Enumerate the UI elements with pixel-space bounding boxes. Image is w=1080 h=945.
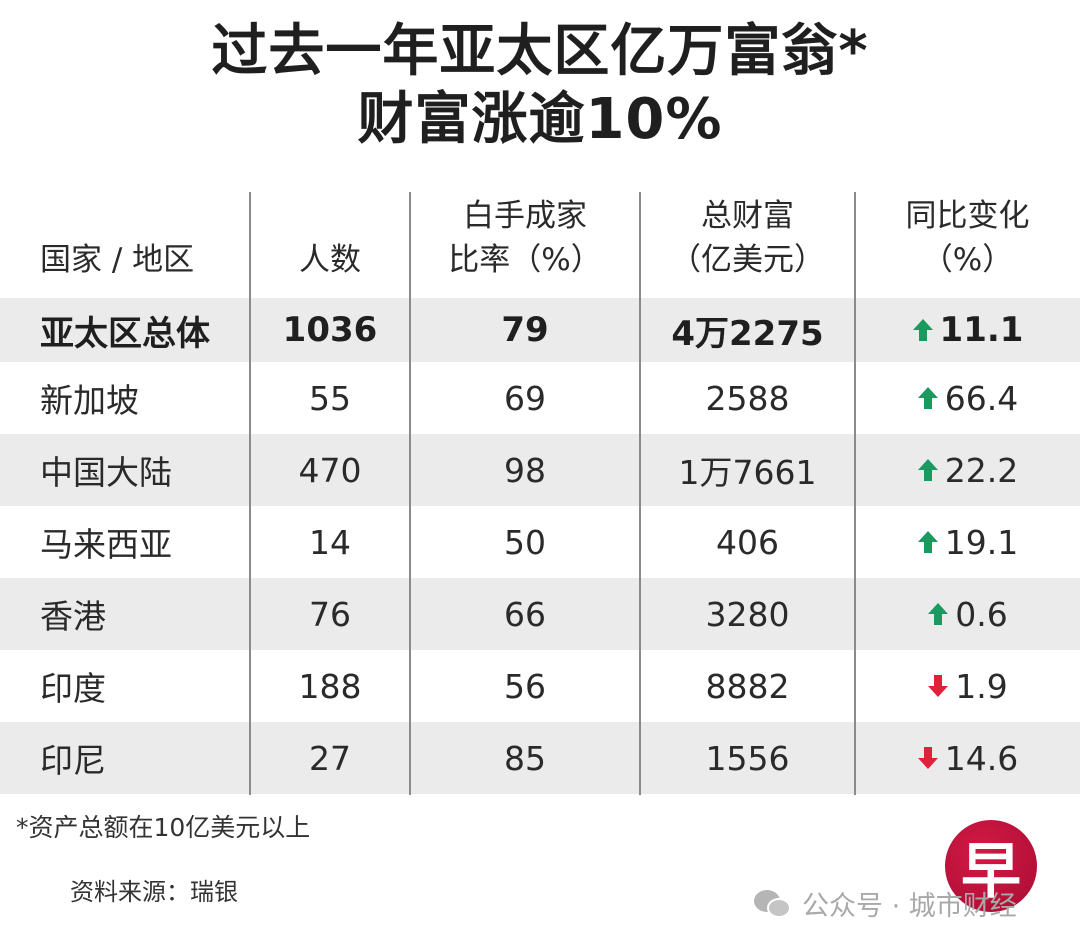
cell-region: 香港 — [40, 597, 106, 636]
cell-count: 470 — [298, 450, 362, 490]
arrow-up-icon — [912, 317, 934, 343]
cell-region: 新加坡 — [40, 381, 139, 420]
footnote: *资产总额在10亿美元以上 — [16, 813, 311, 842]
cell-region: 印度 — [40, 669, 106, 708]
cell-self-made: 98 — [504, 450, 546, 490]
arrow-up-icon — [917, 457, 939, 483]
title-line-2: 财富涨逾10% — [357, 87, 723, 152]
wechat-icon — [752, 888, 792, 920]
cell-count: 55 — [309, 378, 351, 418]
cell-region: 马来西亚 — [40, 525, 172, 564]
arrow-up-icon — [927, 601, 949, 627]
cell-count: 14 — [309, 522, 351, 562]
header-wealth: 总财富 （亿美元） — [670, 198, 825, 278]
cell-wealth: 4万2275 — [671, 313, 824, 354]
cell-count: 27 — [309, 738, 351, 778]
cell-region: 亚太区总体 — [40, 313, 210, 354]
cell-wealth: 3280 — [705, 594, 790, 634]
billionaire-table: 国家 / 地区 人数 白手成家 比率（%） 总财富 （亿美元） 同比变化 （%）… — [0, 192, 1080, 794]
column-divider — [409, 192, 411, 795]
chart-title: 过去一年亚太区亿万富翁* 财富涨逾10% — [0, 18, 1080, 154]
header-region: 国家 / 地区 — [40, 242, 195, 278]
cell-self-made: 85 — [504, 738, 546, 778]
arrow-down-icon — [917, 745, 939, 771]
cell-count: 76 — [309, 594, 351, 634]
cell-change: 11.1 — [855, 298, 1080, 362]
cell-self-made: 79 — [501, 310, 549, 350]
cell-change: 66.4 — [855, 362, 1080, 434]
table-row: 印度 188 56 8882 1.9 — [0, 650, 1080, 722]
table-row: 香港 76 66 3280 0.6 — [0, 578, 1080, 650]
cell-change: 22.2 — [855, 434, 1080, 506]
watermark: 公众号 · 城市财经 — [752, 884, 1017, 923]
watermark-text: 公众号 · 城市财经 — [802, 891, 1017, 922]
arrow-up-icon — [917, 529, 939, 555]
cell-self-made: 50 — [504, 522, 546, 562]
column-divider — [249, 192, 251, 795]
cell-region: 印尼 — [40, 741, 106, 780]
cell-wealth: 1556 — [705, 738, 790, 778]
source-note: 资料来源：瑞银 — [70, 878, 238, 906]
cell-self-made: 56 — [504, 666, 546, 706]
cell-change: 14.6 — [855, 722, 1080, 794]
cell-region: 中国大陆 — [40, 453, 172, 492]
header-self-made: 白手成家 比率（%） — [448, 198, 602, 278]
cell-change: 19.1 — [855, 506, 1080, 578]
header-count: 人数 — [299, 242, 361, 278]
column-divider — [639, 192, 641, 795]
table-row: 中国大陆 470 98 1万7661 22.2 — [0, 434, 1080, 506]
cell-count: 188 — [298, 666, 362, 706]
cell-wealth: 8882 — [705, 666, 790, 706]
cell-wealth: 1万7661 — [678, 453, 817, 492]
cell-self-made: 66 — [504, 594, 546, 634]
cell-count: 1036 — [282, 310, 378, 350]
cell-wealth: 406 — [716, 522, 779, 562]
table-row: 马来西亚 14 50 406 19.1 — [0, 506, 1080, 578]
table-row: 新加坡 55 69 2588 66.4 — [0, 362, 1080, 434]
table-header: 国家 / 地区 人数 白手成家 比率（%） 总财富 （亿美元） 同比变化 （%） — [0, 192, 1080, 298]
title-line-1: 过去一年亚太区亿万富翁* — [211, 19, 869, 84]
cell-change: 1.9 — [855, 650, 1080, 722]
zaobao-logo: 早 — [945, 820, 1037, 912]
cell-self-made: 69 — [504, 378, 546, 418]
table-row-total: 亚太区总体 1036 79 4万2275 11.1 — [0, 298, 1080, 362]
arrow-up-icon — [917, 385, 939, 411]
arrow-down-icon — [927, 673, 949, 699]
header-change: 同比变化 （%） — [905, 198, 1030, 278]
cell-wealth: 2588 — [705, 378, 790, 418]
table-row: 印尼 27 85 1556 14.6 — [0, 722, 1080, 794]
column-divider — [854, 192, 856, 795]
cell-change: 0.6 — [855, 578, 1080, 650]
